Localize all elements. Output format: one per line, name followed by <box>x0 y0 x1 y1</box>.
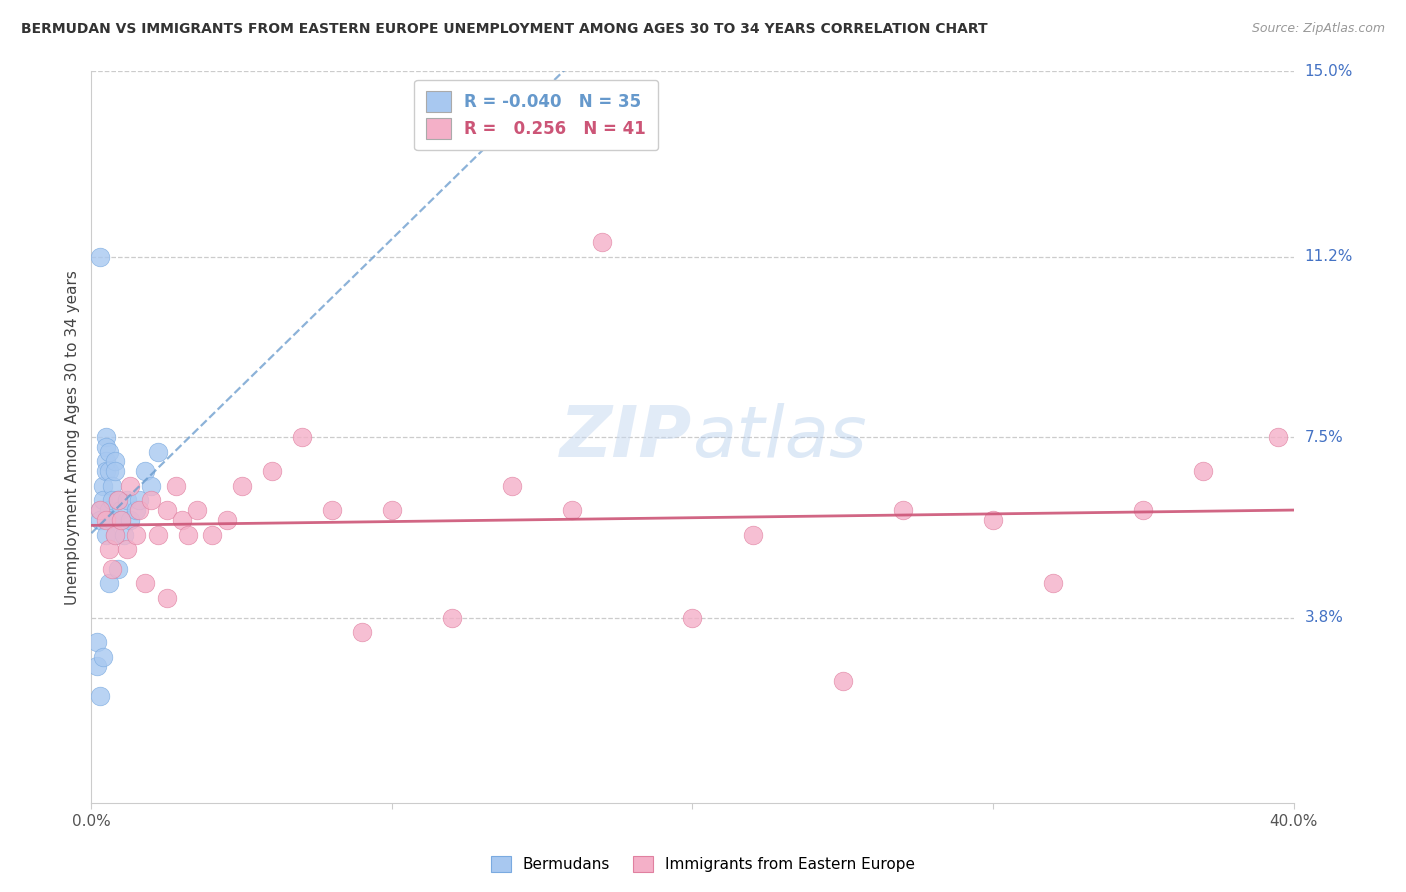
Point <box>891 503 914 517</box>
Point <box>128 503 150 517</box>
Point <box>350 625 373 640</box>
Point <box>89 513 111 527</box>
Point <box>117 493 139 508</box>
Point <box>93 479 115 493</box>
Point <box>501 479 523 493</box>
Point <box>134 576 156 591</box>
Point <box>104 454 127 468</box>
Point <box>89 503 111 517</box>
Point <box>96 454 118 468</box>
Text: 3.8%: 3.8% <box>1305 610 1344 625</box>
Point <box>215 513 238 527</box>
Point <box>155 503 177 517</box>
Point <box>146 444 169 458</box>
Point <box>86 635 108 649</box>
Point <box>125 503 148 517</box>
Point <box>89 250 111 264</box>
Point <box>981 513 1004 527</box>
Point <box>1042 576 1064 591</box>
Point <box>96 440 118 454</box>
Point <box>176 527 198 541</box>
Text: BERMUDAN VS IMMIGRANTS FROM EASTERN EUROPE UNEMPLOYMENT AMONG AGES 30 TO 34 YEAR: BERMUDAN VS IMMIGRANTS FROM EASTERN EURO… <box>21 22 987 37</box>
Point <box>96 464 118 478</box>
Point <box>101 493 124 508</box>
Point <box>101 513 124 527</box>
Text: 7.5%: 7.5% <box>1305 430 1343 444</box>
Point <box>146 527 169 541</box>
Point <box>186 503 208 517</box>
Y-axis label: Unemployment Among Ages 30 to 34 years: Unemployment Among Ages 30 to 34 years <box>65 269 80 605</box>
Point <box>231 479 253 493</box>
Point <box>1267 430 1289 444</box>
Point <box>440 610 463 624</box>
Point <box>96 430 118 444</box>
Point <box>381 503 404 517</box>
Text: 11.2%: 11.2% <box>1305 249 1353 264</box>
Point <box>120 513 142 527</box>
Point <box>260 464 283 478</box>
Point <box>141 479 163 493</box>
Text: Source: ZipAtlas.com: Source: ZipAtlas.com <box>1251 22 1385 36</box>
Point <box>107 493 129 508</box>
Point <box>107 493 129 508</box>
Text: atlas: atlas <box>692 402 868 472</box>
Point <box>98 542 121 557</box>
Point <box>89 689 111 703</box>
Point <box>110 503 132 517</box>
Point <box>201 527 224 541</box>
Point <box>93 493 115 508</box>
Point <box>86 659 108 673</box>
Point <box>96 513 118 527</box>
Point <box>107 562 129 576</box>
Point <box>741 527 763 541</box>
Point <box>591 235 613 249</box>
Point <box>170 513 193 527</box>
Point <box>98 503 121 517</box>
Point <box>561 503 583 517</box>
Point <box>120 479 142 493</box>
Point <box>128 493 150 508</box>
Point <box>101 479 124 493</box>
Point <box>104 527 127 541</box>
Point <box>110 513 132 527</box>
Point <box>104 527 127 541</box>
Point <box>93 649 115 664</box>
Point <box>291 430 314 444</box>
Point <box>117 542 139 557</box>
Text: 15.0%: 15.0% <box>1305 64 1353 78</box>
Point <box>321 503 343 517</box>
Point <box>89 503 111 517</box>
Point <box>98 576 121 591</box>
Point <box>1132 503 1154 517</box>
Point <box>125 527 148 541</box>
Point <box>98 444 121 458</box>
Legend: R = -0.040   N = 35, R =   0.256   N = 41: R = -0.040 N = 35, R = 0.256 N = 41 <box>415 79 658 151</box>
Point <box>98 464 121 478</box>
Point <box>110 513 132 527</box>
Point <box>831 673 853 688</box>
Text: ZIP: ZIP <box>560 402 692 472</box>
Point <box>134 464 156 478</box>
Point <box>101 562 124 576</box>
Point <box>165 479 187 493</box>
Point <box>104 464 127 478</box>
Point <box>155 591 177 605</box>
Point <box>681 610 703 624</box>
Legend: Bermudans, Immigrants from Eastern Europe: Bermudans, Immigrants from Eastern Europ… <box>484 848 922 880</box>
Point <box>141 493 163 508</box>
Point <box>114 527 136 541</box>
Point <box>1192 464 1215 478</box>
Point <box>96 527 118 541</box>
